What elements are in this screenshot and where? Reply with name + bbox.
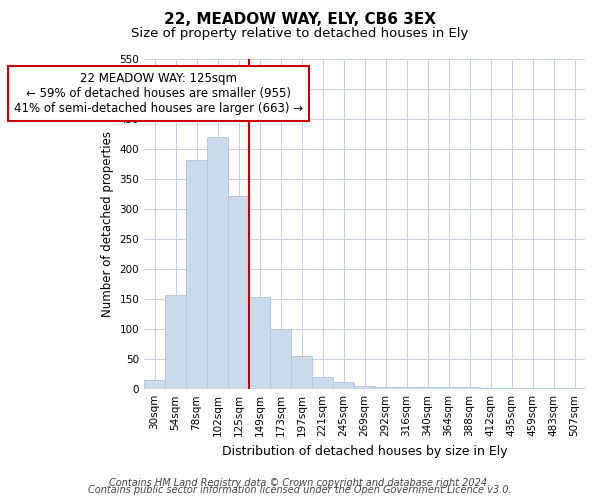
Bar (438, 388, 459, 389)
Bar (480, 388, 501, 389)
Y-axis label: Number of detached properties: Number of detached properties (101, 131, 114, 317)
Bar (144, 380, 165, 389)
Text: Size of property relative to detached houses in Ely: Size of property relative to detached ho… (131, 28, 469, 40)
Bar (396, 387, 417, 389)
Bar (312, 376, 333, 389)
Bar (522, 388, 543, 389)
Bar (270, 328, 291, 389)
Bar (249, 298, 270, 389)
Text: Contains HM Land Registry data © Crown copyright and database right 2024.: Contains HM Land Registry data © Crown c… (109, 478, 491, 488)
Bar (354, 386, 375, 389)
Bar (207, 137, 228, 389)
Bar (417, 388, 438, 389)
Text: 22, MEADOW WAY, ELY, CB6 3EX: 22, MEADOW WAY, ELY, CB6 3EX (164, 12, 436, 28)
X-axis label: Distribution of detached houses by size in Ely: Distribution of detached houses by size … (222, 444, 508, 458)
Bar (501, 388, 522, 389)
Bar (564, 388, 585, 389)
Bar (459, 388, 480, 389)
Bar (291, 356, 312, 389)
Text: 22 MEADOW WAY: 125sqm
← 59% of detached houses are smaller (955)
41% of semi-det: 22 MEADOW WAY: 125sqm ← 59% of detached … (14, 72, 304, 115)
Bar (186, 160, 207, 389)
Bar (165, 295, 186, 389)
Bar (333, 382, 354, 389)
Bar (228, 196, 249, 389)
Bar (543, 388, 564, 389)
Text: Contains public sector information licensed under the Open Government Licence v3: Contains public sector information licen… (88, 485, 512, 495)
Bar (375, 387, 396, 389)
